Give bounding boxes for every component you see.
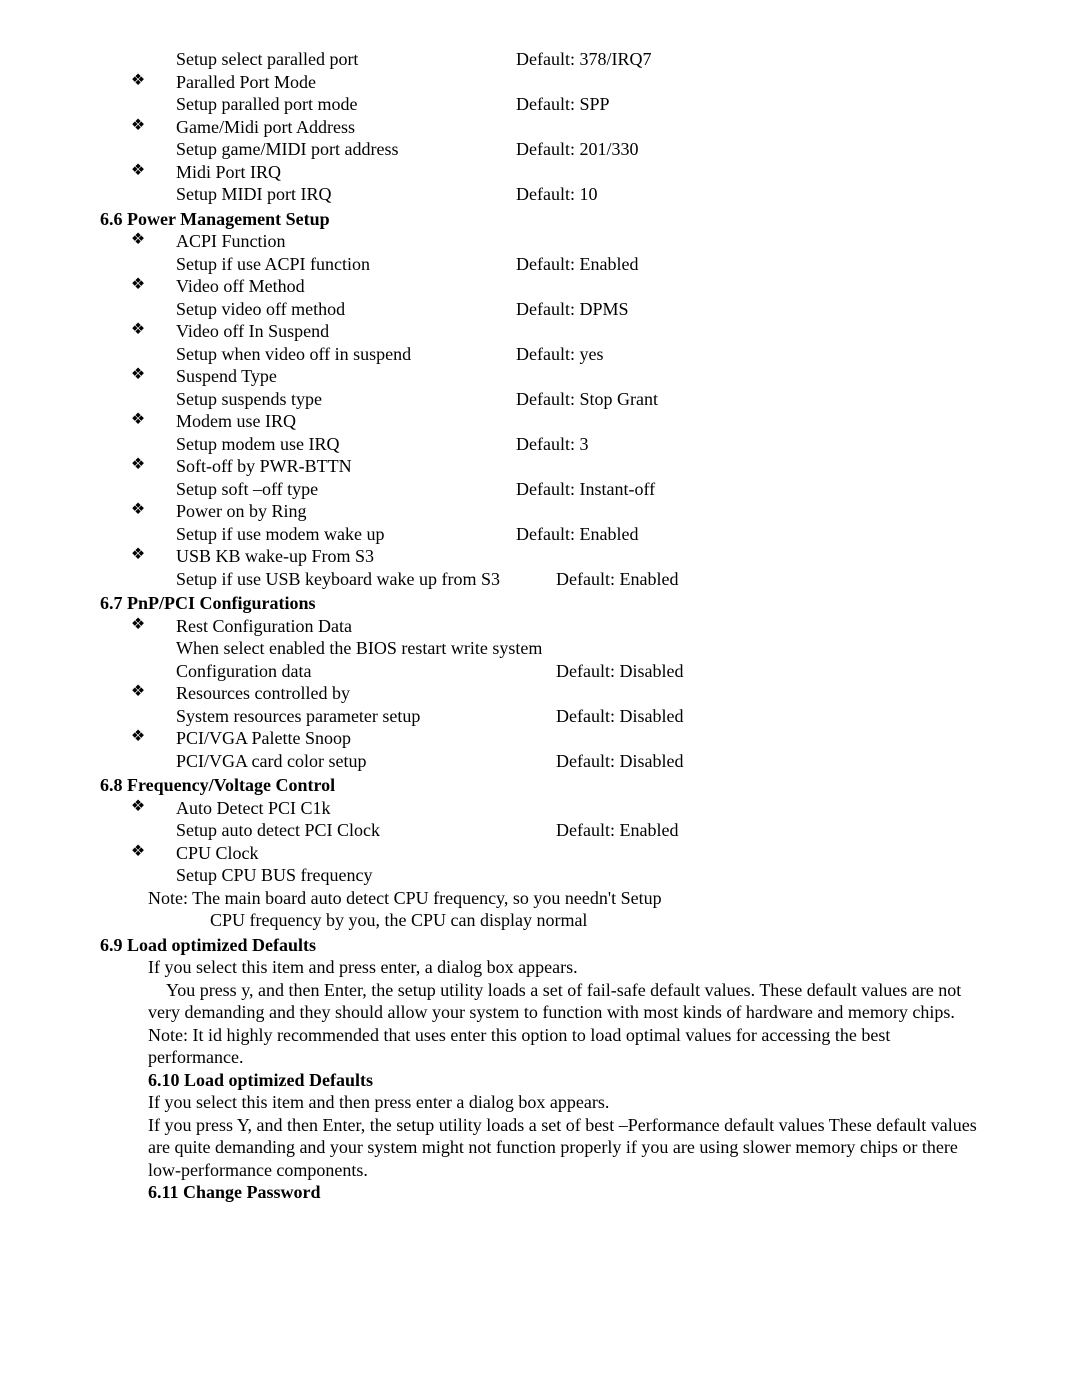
setting-description: When select enabled the BIOS restart wri… (176, 637, 1020, 660)
section-6-9: If you select this item and press enter,… (100, 956, 1020, 979)
bullet-icon: ❖ (100, 727, 176, 748)
setting-default: Default: Disabled (556, 660, 1020, 683)
setting-description: Setup auto detect PCI Clock (176, 819, 556, 842)
setting-default: Default: SPP (516, 93, 1020, 116)
paragraph: If you select this item and press enter,… (148, 956, 1020, 979)
section-6-7: ❖Rest Configuration Data When select ena… (100, 615, 1020, 773)
setting-title: Midi Port IRQ (176, 161, 516, 184)
note-text: CPU frequency by you, the CPU can displa… (100, 909, 1020, 932)
setting-default: Default: Disabled (556, 750, 1020, 773)
bullet-icon: ❖ (100, 275, 176, 296)
setting-description: Setup modem use IRQ (176, 433, 516, 456)
setting-default: Default: Disabled (556, 705, 1020, 728)
setting-description: Setup video off method (176, 298, 516, 321)
setting-description: Setup soft –off type (176, 478, 516, 501)
setting-description: Setup if use USB keyboard wake up from S… (176, 568, 556, 591)
paragraph: You press y, and then Enter, the setup u… (100, 979, 1020, 1024)
note-text: Note: The main board auto detect CPU fre… (100, 887, 1020, 910)
bullet-icon: ❖ (100, 230, 176, 251)
section-6-8: ❖Auto Detect PCI C1k Setup auto detect P… (100, 797, 1020, 932)
setting-default: Default: 378/IRQ7 (516, 48, 1020, 71)
setting-title: Paralled Port Mode (176, 71, 516, 94)
setting-default: Default: yes (516, 343, 1020, 366)
setting-description: Configuration data (176, 660, 556, 683)
setting-default: Default: 201/330 (516, 138, 1020, 161)
bullet-icon: ❖ (100, 500, 176, 521)
setting-title: Game/Midi port Address (176, 116, 516, 139)
section-heading-6-10: 6.10 Load optimized Defaults (148, 1070, 373, 1090)
setting-title: Video off In Suspend (176, 320, 516, 343)
section-6-6: ❖ACPI Function Setup if use ACPI functio… (100, 230, 1020, 590)
setting-default: Default: Enabled (516, 523, 1020, 546)
setting-default: Default: 10 (516, 183, 1020, 206)
setting-default: Default: 3 (516, 433, 1020, 456)
setting-default: Default: Enabled (556, 819, 1020, 842)
setting-description: Setup MIDI port IRQ (176, 183, 516, 206)
section-heading-6-8: 6.8 Frequency/Voltage Control (100, 774, 1020, 797)
setting-title: Resources controlled by (176, 682, 556, 705)
setting-description: Setup select paralled port (176, 48, 516, 71)
paragraph: If you select this item and then press e… (100, 1091, 1020, 1114)
bullet-icon: ❖ (100, 410, 176, 431)
setting-description: Setup when video off in suspend (176, 343, 516, 366)
bullet-icon: ❖ (100, 455, 176, 476)
setting-title: ACPI Function (176, 230, 516, 253)
section-heading-6-7: 6.7 PnP/PCI Configurations (100, 592, 1020, 615)
bullet-icon: ❖ (100, 545, 176, 566)
setting-default: Default: Instant-off (516, 478, 1020, 501)
setting-description: Setup game/MIDI port address (176, 138, 516, 161)
bullet-icon: ❖ (100, 797, 176, 818)
setting-description: PCI/VGA card color setup (176, 750, 556, 773)
setting-title: Video off Method (176, 275, 516, 298)
setting-title: CPU Clock (176, 842, 556, 865)
setting-description: Setup if use modem wake up (176, 523, 516, 546)
setting-default: Default: DPMS (516, 298, 1020, 321)
setting-description: System resources parameter setup (176, 705, 556, 728)
bullet-icon: ❖ (100, 615, 176, 636)
setting-title: Auto Detect PCI C1k (176, 797, 556, 820)
section-heading-6-9: 6.9 Load optimized Defaults (100, 934, 1020, 957)
setting-title: Power on by Ring (176, 500, 516, 523)
setting-title: USB KB wake-up From S3 (176, 545, 516, 568)
note-text: Note: It id highly recommended that uses… (100, 1024, 1020, 1069)
setting-title: PCI/VGA Palette Snoop (176, 727, 556, 750)
bullet-icon: ❖ (100, 842, 176, 863)
setting-default: Default: Enabled (516, 253, 1020, 276)
bullet-icon: ❖ (100, 365, 176, 386)
section-heading-6-6: 6.6 Power Management Setup (100, 208, 1020, 231)
setting-default: Default: Enabled (556, 568, 1020, 591)
setting-title: Rest Configuration Data (176, 615, 646, 638)
document-page: Setup select paralled port Default: 378/… (0, 0, 1080, 1397)
setting-description: Setup paralled port mode (176, 93, 516, 116)
bullet-icon: ❖ (100, 116, 176, 137)
bullet-icon: ❖ (100, 682, 176, 703)
setting-description: Setup suspends type (176, 388, 516, 411)
pre-section: Setup select paralled port Default: 378/… (100, 48, 1020, 206)
section-heading-6-11: 6.11 Change Password (148, 1182, 321, 1202)
setting-title: Suspend Type (176, 365, 516, 388)
setting-description: Setup CPU BUS frequency (176, 864, 556, 887)
bullet-icon: ❖ (100, 161, 176, 182)
setting-title: Soft-off by PWR-BTTN (176, 455, 516, 478)
bullet-icon: ❖ (100, 71, 176, 92)
setting-default: Default: Stop Grant (516, 388, 1020, 411)
bullet-icon: ❖ (100, 320, 176, 341)
paragraph: If you press Y, and then Enter, the setu… (100, 1114, 1020, 1182)
setting-title: Modem use IRQ (176, 410, 516, 433)
setting-description: Setup if use ACPI function (176, 253, 516, 276)
